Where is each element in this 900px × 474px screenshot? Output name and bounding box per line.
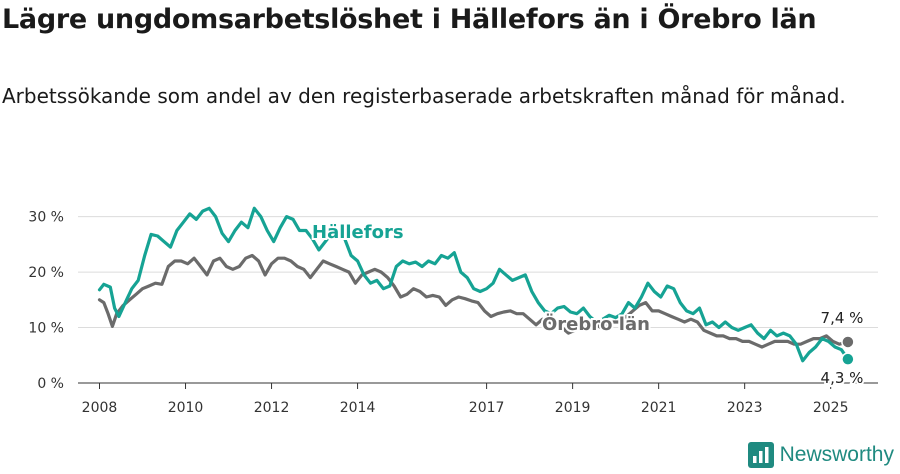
y-tick-label: 20 % — [28, 265, 64, 281]
x-tick-label: 2008 — [82, 400, 118, 416]
end-point-marker — [841, 335, 855, 349]
y-axis-ticks: 0 % 10 % 20 % 30 % — [28, 210, 64, 392]
end-markers — [841, 335, 855, 366]
brand-name: Newsworthy — [779, 443, 894, 466]
x-tick-label: 2012 — [254, 400, 290, 416]
end-value-label: 7,4 % — [821, 309, 864, 327]
x-tick-label: 2017 — [469, 400, 505, 416]
x-tick-label: 2014 — [340, 400, 376, 416]
x-tick-label: 2021 — [641, 400, 677, 416]
series-line-orebro-lan — [97, 253, 850, 349]
y-tick-label: 10 % — [28, 321, 64, 337]
newsworthy-logo-icon — [747, 442, 774, 468]
series-name-label: Örebro län — [542, 313, 650, 335]
series-name-label: Hällefors — [312, 222, 404, 243]
x-tick-label: 2023 — [727, 400, 763, 416]
end-value-label: 4,3 % — [821, 369, 864, 387]
y-tick-label: 0 % — [37, 376, 64, 392]
x-axis: 2008 2010 2012 2014 2017 2019 2021 2023 2025 — [78, 382, 878, 416]
chart-labels: Hällefors 4,3 % Örebro län 7,4 % — [310, 220, 865, 389]
chart-grid — [78, 216, 878, 329]
x-tick-label: 2019 — [555, 400, 591, 416]
page-subtitle: Arbetssökande som andel av den registerb… — [2, 84, 846, 108]
x-tick-label: 2025 — [813, 400, 849, 416]
chart-series — [97, 206, 850, 363]
end-point-marker — [841, 352, 855, 366]
page-title: Lägre ungdomsarbetslöshet i Hällefors än… — [2, 4, 817, 35]
y-tick-label: 30 % — [28, 210, 64, 226]
brand-logo: Newsworthy — [747, 442, 894, 468]
x-tick-label: 2010 — [168, 400, 204, 416]
series-line-hallefors — [97, 206, 850, 363]
